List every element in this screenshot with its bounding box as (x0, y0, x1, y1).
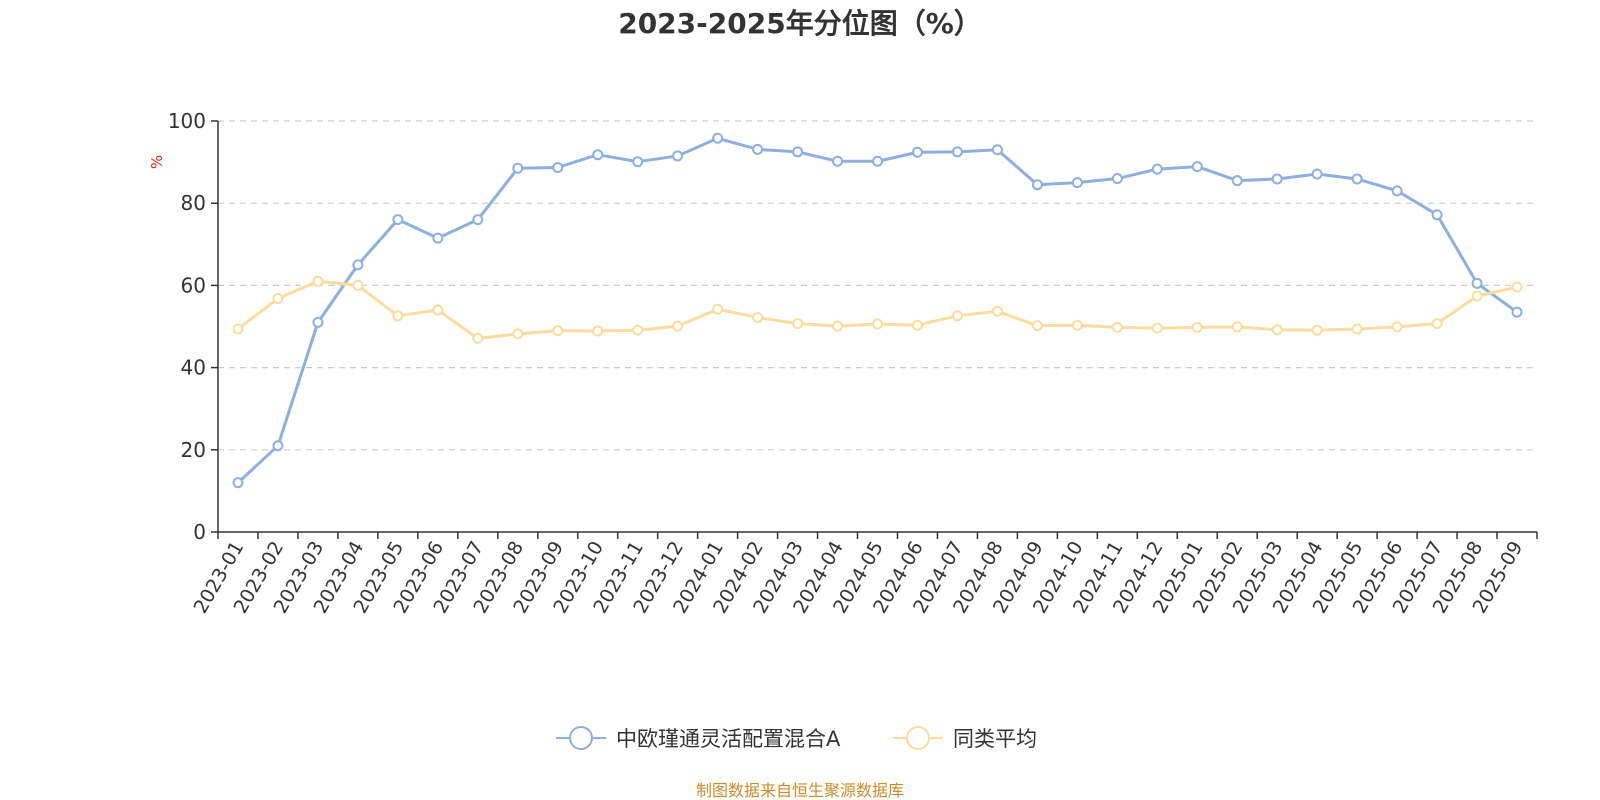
data-point (872, 318, 883, 330)
data-point (312, 275, 324, 287)
data-point (1391, 321, 1403, 333)
data-point (1311, 324, 1323, 336)
data-point (432, 232, 444, 244)
data-point (632, 156, 644, 168)
data-point (712, 303, 724, 315)
data-point (232, 323, 244, 335)
data-point (1071, 177, 1083, 189)
data-point (432, 304, 444, 316)
data-source-note: 制图数据来自恒生聚源数据库 (696, 781, 904, 800)
legend-label-1: 同类平均 (953, 727, 1037, 751)
data-point (312, 316, 324, 328)
data-point (592, 149, 604, 161)
data-point (1111, 321, 1123, 333)
data-point (792, 318, 804, 330)
y-tick-label: 20 (181, 438, 206, 462)
data-point (1271, 173, 1283, 185)
data-point (592, 325, 604, 337)
data-point (232, 477, 244, 489)
data-point (1431, 209, 1443, 221)
chart-title: 2023-2025年分位图（%） (618, 7, 982, 40)
data-point (1391, 185, 1403, 197)
data-point (1111, 173, 1123, 185)
data-point (672, 150, 684, 162)
data-point (1511, 281, 1523, 293)
data-point (352, 279, 364, 291)
data-point (832, 155, 844, 167)
y-tick-label: 40 (181, 356, 206, 380)
data-point (991, 144, 1003, 156)
data-point (1351, 323, 1363, 335)
y-tick-label: 60 (181, 273, 206, 297)
series-line-1 (237, 279, 1518, 340)
legend-marker-1 (906, 726, 930, 750)
data-point (752, 143, 764, 155)
data-point (991, 305, 1003, 317)
data-point (1471, 290, 1483, 302)
data-point (792, 146, 804, 158)
data-point (752, 311, 764, 323)
data-point (1031, 320, 1043, 332)
data-point (911, 146, 923, 158)
data-point (1031, 179, 1043, 191)
data-point (1191, 161, 1203, 173)
data-point (1151, 322, 1163, 334)
data-point (552, 161, 564, 173)
data-point (1511, 306, 1523, 318)
data-point (1231, 175, 1243, 187)
data-point (1151, 163, 1163, 175)
data-point (1271, 324, 1283, 336)
data-point (1471, 277, 1483, 289)
data-point (472, 214, 484, 226)
data-point (712, 132, 724, 144)
data-point (272, 440, 284, 452)
data-point (392, 310, 404, 322)
data-point (1351, 173, 1363, 185)
data-point (552, 325, 564, 337)
legend-marker-0 (569, 726, 593, 750)
legend-label-0: 中欧瑾通灵活配置混合A (616, 727, 841, 751)
data-point (632, 324, 644, 336)
data-point (1071, 319, 1083, 331)
data-point (911, 319, 923, 331)
data-point (951, 310, 963, 322)
y-tick-label: 0 (193, 520, 206, 544)
data-point (512, 328, 524, 340)
y-tick-label: 100 (168, 109, 206, 133)
data-point (472, 332, 484, 344)
data-point (1311, 168, 1323, 180)
data-point (512, 162, 524, 174)
data-point (352, 259, 364, 271)
data-point (1431, 318, 1443, 330)
data-point (672, 320, 684, 332)
y-tick-label: 80 (181, 191, 206, 215)
data-point (272, 293, 284, 305)
y-axis-label: % (148, 155, 166, 169)
data-point (1191, 321, 1203, 333)
data-point (832, 320, 844, 332)
data-point (1231, 321, 1243, 333)
data-point (392, 214, 404, 226)
data-point (951, 146, 963, 158)
data-point (872, 155, 883, 167)
